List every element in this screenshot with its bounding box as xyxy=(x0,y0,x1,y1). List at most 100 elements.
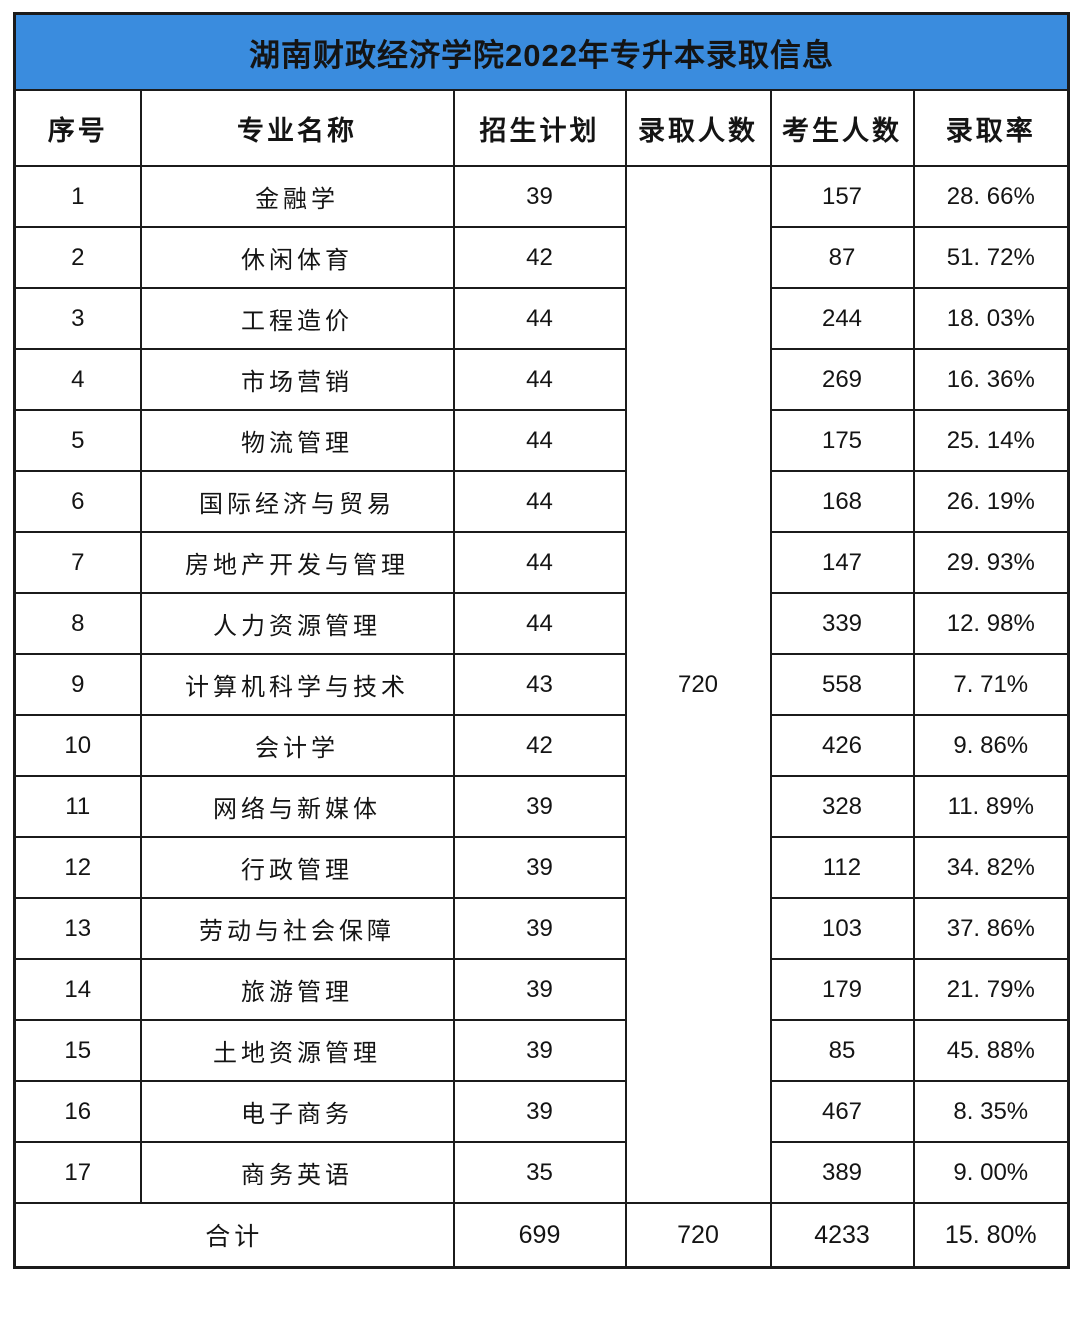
table-row: 11 网络与新媒体 39 328 11. 89% xyxy=(13,775,1070,838)
cell-candidates: 179 xyxy=(769,958,915,1021)
cell-rate: 28. 66% xyxy=(912,165,1070,228)
cell-plan: 44 xyxy=(452,409,627,472)
cell-major: 计算机科学与技术 xyxy=(139,653,455,716)
cell-plan: 43 xyxy=(452,653,627,716)
cell-candidates: 389 xyxy=(769,1141,915,1204)
cell-rate: 26. 19% xyxy=(912,470,1070,533)
cell-candidates: 328 xyxy=(769,775,915,838)
cell-no: 7 xyxy=(13,531,142,594)
cell-candidates: 85 xyxy=(769,1019,915,1082)
cell-plan: 39 xyxy=(452,775,627,838)
cell-major: 土地资源管理 xyxy=(139,1019,455,1082)
cell-no: 16 xyxy=(13,1080,142,1143)
table-row: 8 人力资源管理 44 339 12. 98% xyxy=(13,592,1070,655)
cell-candidates: 103 xyxy=(769,897,915,960)
table-row: 4 市场营销 44 269 16. 36% xyxy=(13,348,1070,411)
cell-plan: 39 xyxy=(452,1080,627,1143)
cell-no: 17 xyxy=(13,1141,142,1204)
cell-plan: 44 xyxy=(452,592,627,655)
cell-major: 会计学 xyxy=(139,714,455,777)
cell-plan: 42 xyxy=(452,714,627,777)
admission-table: 湖南财政经济学院2022年专升本录取信息 序号 专业名称 招生计划 录取人数 考… xyxy=(13,12,1071,1269)
cell-no: 4 xyxy=(13,348,142,411)
cell-rate: 37. 86% xyxy=(912,897,1070,960)
title-row: 湖南财政经济学院2022年专升本录取信息 xyxy=(13,12,1070,91)
table-row: 1 金融学 39 720 157 28. 66% xyxy=(13,165,1070,1204)
cell-rate: 21. 79% xyxy=(912,958,1070,1021)
cell-no: 11 xyxy=(13,775,142,838)
cell-plan: 39 xyxy=(452,836,627,899)
table-row: 16 电子商务 39 467 8. 35% xyxy=(13,1080,1070,1143)
cell-plan: 44 xyxy=(452,531,627,594)
cell-no: 8 xyxy=(13,592,142,655)
cell-rate: 25. 14% xyxy=(912,409,1070,472)
table-row: 3 工程造价 44 244 18. 03% xyxy=(13,287,1070,350)
cell-major: 房地产开发与管理 xyxy=(139,531,455,594)
table-row: 14 旅游管理 39 179 21. 79% xyxy=(13,958,1070,1021)
col-header-major: 专业名称 xyxy=(139,89,455,167)
cell-no: 9 xyxy=(13,653,142,716)
total-admitted: 720 xyxy=(624,1202,772,1269)
cell-plan: 42 xyxy=(452,226,627,289)
table-row: 7 房地产开发与管理 44 147 29. 93% xyxy=(13,531,1070,594)
table-row: 2 休闲体育 42 87 51. 72% xyxy=(13,226,1070,289)
col-header-plan: 招生计划 xyxy=(452,89,627,167)
table-row: 10 会计学 42 426 9. 86% xyxy=(13,714,1070,777)
cell-no: 12 xyxy=(13,836,142,899)
cell-rate: 9. 00% xyxy=(912,1141,1070,1204)
cell-no: 5 xyxy=(13,409,142,472)
cell-rate: 29. 93% xyxy=(912,531,1070,594)
cell-candidates: 87 xyxy=(769,226,915,289)
total-candidates: 4233 xyxy=(769,1202,915,1269)
cell-major: 行政管理 xyxy=(139,836,455,899)
cell-major: 劳动与社会保障 xyxy=(139,897,455,960)
cell-rate: 34. 82% xyxy=(912,836,1070,899)
cell-plan: 35 xyxy=(452,1141,627,1204)
header-row: 序号 专业名称 招生计划 录取人数 考生人数 录取率 xyxy=(13,89,1070,167)
cell-rate: 12. 98% xyxy=(912,592,1070,655)
table-row: 15 土地资源管理 39 85 45. 88% xyxy=(13,1019,1070,1082)
cell-candidates: 269 xyxy=(769,348,915,411)
cell-admitted-merged: 720 xyxy=(624,165,772,1204)
cell-rate: 7. 71% xyxy=(912,653,1070,716)
col-header-rate: 录取率 xyxy=(912,89,1070,167)
cell-rate: 51. 72% xyxy=(912,226,1070,289)
total-plan: 699 xyxy=(452,1202,627,1269)
cell-candidates: 244 xyxy=(769,287,915,350)
cell-plan: 44 xyxy=(452,348,627,411)
cell-rate: 16. 36% xyxy=(912,348,1070,411)
table-row: 12 行政管理 39 112 34. 82% xyxy=(13,836,1070,899)
cell-no: 14 xyxy=(13,958,142,1021)
total-row: 合计 699 720 4233 15. 80% xyxy=(13,1202,1070,1269)
cell-candidates: 147 xyxy=(769,531,915,594)
table-row: 13 劳动与社会保障 39 103 37. 86% xyxy=(13,897,1070,960)
col-header-no: 序号 xyxy=(13,89,142,167)
cell-major: 旅游管理 xyxy=(139,958,455,1021)
cell-no: 2 xyxy=(13,226,142,289)
table-row: 6 国际经济与贸易 44 168 26. 19% xyxy=(13,470,1070,533)
cell-no: 6 xyxy=(13,470,142,533)
cell-no: 10 xyxy=(13,714,142,777)
cell-major: 金融学 xyxy=(139,165,455,228)
total-label: 合计 xyxy=(13,1202,455,1269)
cell-major: 工程造价 xyxy=(139,287,455,350)
cell-candidates: 558 xyxy=(769,653,915,716)
cell-plan: 44 xyxy=(452,287,627,350)
cell-major: 电子商务 xyxy=(139,1080,455,1143)
cell-no: 1 xyxy=(13,165,142,228)
cell-major: 商务英语 xyxy=(139,1141,455,1204)
cell-candidates: 426 xyxy=(769,714,915,777)
col-header-candidates: 考生人数 xyxy=(769,89,915,167)
col-header-admitted: 录取人数 xyxy=(624,89,772,167)
table-title: 湖南财政经济学院2022年专升本录取信息 xyxy=(13,12,1070,91)
table-row: 17 商务英语 35 389 9. 00% xyxy=(13,1141,1070,1204)
cell-major: 人力资源管理 xyxy=(139,592,455,655)
cell-plan: 39 xyxy=(452,958,627,1021)
cell-plan: 44 xyxy=(452,470,627,533)
cell-rate: 8. 35% xyxy=(912,1080,1070,1143)
table-row: 9 计算机科学与技术 43 558 7. 71% xyxy=(13,653,1070,716)
cell-major: 物流管理 xyxy=(139,409,455,472)
cell-major: 市场营销 xyxy=(139,348,455,411)
cell-rate: 18. 03% xyxy=(912,287,1070,350)
